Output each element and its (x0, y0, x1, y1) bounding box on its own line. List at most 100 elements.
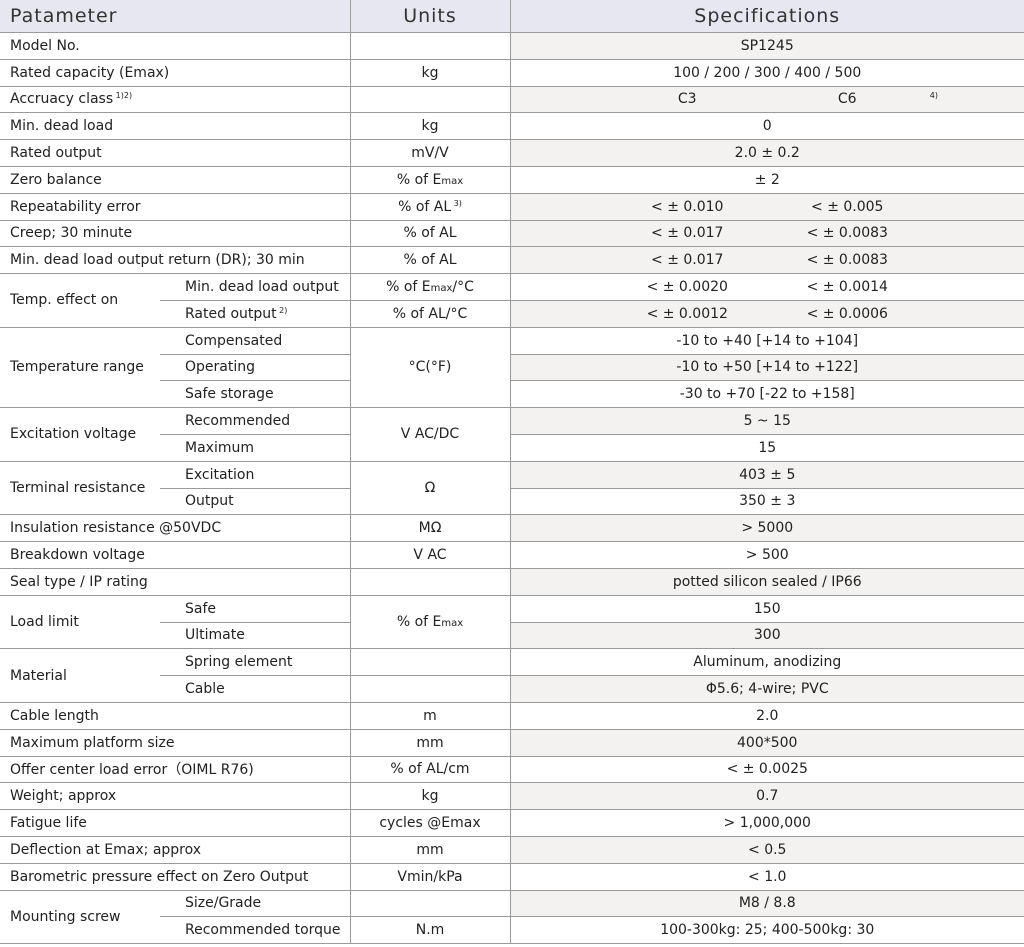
spec-pair: C3 C6 4) (511, 91, 1024, 107)
text: < ± 0.0083 (806, 225, 888, 242)
table-row: Material Spring element Aluminum, anodizin… (0, 648, 1024, 703)
parameter-label: Repeatability error (0, 192, 351, 221)
spec-value: 350 ± 3 (509, 487, 1024, 516)
text: Weight; approx (10, 788, 117, 805)
text: ± 2 (754, 171, 780, 188)
spec-value: < ± 0.017 < ± 0.0083 (509, 219, 1024, 248)
table-row: Cable Φ5.6; 4-wire; PVC (0, 675, 1024, 703)
text: N.m (415, 922, 445, 939)
table-row: Offer center load error（OIML R76) % of AL… (0, 755, 1024, 784)
table-row: Zero balance % of Emax ± 2 (0, 165, 1024, 194)
text: Safe (185, 600, 217, 617)
spec-value: SP1245 (509, 32, 1024, 60)
text: Vmin/kPa (397, 868, 463, 885)
text: mm (416, 734, 444, 751)
spec-value: 5 ~ 15 (509, 407, 1024, 435)
sub-parameter-label: Min. dead load output (160, 273, 351, 301)
table-row: Creep; 30 minute % of AL < ± 0.017 < ± 0.00… (0, 219, 1024, 248)
table-row: Load limit Safe % of Emax 150 (0, 594, 1024, 650)
text: Load limit (10, 614, 79, 631)
text: Temp. effect on (10, 292, 119, 309)
units-value: V AC (349, 541, 511, 569)
spec-value-c6: < ± 0.0083 (767, 225, 927, 241)
units-value: % of AL (349, 219, 511, 248)
text: Temperature range (10, 359, 144, 376)
spec-value-c6: < ± 0.0083 (767, 252, 927, 268)
units-value: % of Emax/°C (349, 273, 511, 301)
group-label: Temp. effect on (0, 273, 160, 328)
text: % of AL (403, 252, 457, 269)
spec-value-c6: < ± 0.0006 (767, 306, 927, 322)
table-row: Weight; approx kg 0.7 (0, 782, 1024, 811)
text: 0.7 (756, 788, 779, 805)
footnote-mark: 1)2) (113, 91, 133, 101)
sub-parameter-label: Spring element (160, 648, 351, 677)
parameter-label: Accruacy class 1)2) (0, 85, 351, 114)
spec-value: -30 to +70 [-22 to +158] (509, 380, 1024, 409)
text: 100 / 200 / 300 / 400 / 500 (673, 64, 862, 81)
spec-value-c3: < ± 0.010 (607, 199, 767, 215)
units-value (349, 889, 511, 918)
spec-value: Φ5.6; 4-wire; PVC (509, 675, 1024, 703)
spec-value: > 500 (509, 541, 1024, 569)
text: < ± 0.017 (651, 225, 724, 242)
table-row: Terminal resistance Excitation Ω 403 ± 5 (0, 460, 1024, 516)
spec-value: 150 (509, 594, 1024, 623)
text: V AC/DC (400, 426, 460, 443)
sub-parameter-label: Maximum (160, 433, 351, 462)
units-value: m (349, 701, 511, 730)
text: Offer center load error（OIML R76) (10, 762, 254, 779)
text: Repeatability error (10, 198, 141, 215)
text: mm (416, 841, 444, 858)
table-row: Temp. effect on Min. dead load output % of… (0, 273, 1024, 328)
text: 2.0 (756, 707, 779, 724)
text: < ± 0.0020 (646, 279, 728, 296)
units-value: cycles @Emax (349, 809, 511, 837)
units-value: % of Emax (349, 165, 511, 194)
text: 350 ± 3 (739, 493, 796, 510)
text: cycles @Emax (379, 815, 481, 831)
spec-pair: < ± 0.0020 < ± 0.0014 (511, 279, 1024, 295)
text: -10 to +50 [+14 to +122] (676, 359, 859, 376)
text: > 500 (745, 547, 789, 564)
parameter-label: Creep; 30 minute (0, 219, 351, 248)
header-row: Patameter Units Specifications (0, 0, 1024, 33)
parameter-label: Insulation resistance @50VDC (0, 514, 351, 543)
text: Size/Grade (185, 895, 262, 912)
table-row: Min. dead load kg 0 (0, 112, 1024, 141)
text: % of E (396, 171, 442, 188)
text: Mounting screw (10, 908, 121, 925)
text: Creep; 30 minute (10, 225, 133, 242)
units-value: °C(°F) (349, 326, 511, 409)
text: Safe storage (185, 386, 274, 403)
spec-value: < ± 0.0020 < ± 0.0014 (509, 273, 1024, 301)
text: Barometric pressure effect on Zero Outpu… (10, 868, 309, 885)
text: potted silicon sealed / IP66 (672, 573, 862, 590)
parameter-label: Maximum platform size (0, 728, 351, 757)
parameter-label: Deflection at Emax; approx (0, 835, 351, 864)
spec-value: < ± 0.017 < ± 0.0083 (509, 246, 1024, 275)
text: Rated capacity (Emax) (10, 64, 170, 81)
text: Insulation resistance @50VDC (10, 520, 222, 537)
table-row: Insulation resistance @50VDC MΩ > 5000 (0, 514, 1024, 543)
units-value (349, 675, 511, 703)
group-label: Load limit (0, 594, 160, 650)
parameter-label: Seal type / IP rating (0, 567, 351, 596)
text: Min. dead load (10, 118, 114, 135)
parameter-label: Rated capacity (Emax) (0, 58, 351, 87)
parameter-label: Zero balance (0, 165, 351, 194)
spec-value: -10 to +40 [+14 to +104] (509, 326, 1024, 355)
text: Fatigue life (10, 815, 87, 831)
units-value: % of Emax (349, 594, 511, 650)
sub-parameter-label: Ultimate (160, 621, 351, 650)
text: Excitation (185, 466, 255, 483)
header-specifications: Specifications (509, 0, 1024, 33)
text: Maximum (185, 439, 254, 456)
spec-value: < ± 0.010 < ± 0.005 (509, 192, 1024, 221)
text: Model No. (10, 37, 80, 54)
sub-parameter-label: Safe storage (160, 380, 351, 409)
table-row: Maximum platform size mm 400*500 (0, 728, 1024, 757)
text: kg (421, 118, 439, 135)
text: Ω (424, 480, 436, 497)
